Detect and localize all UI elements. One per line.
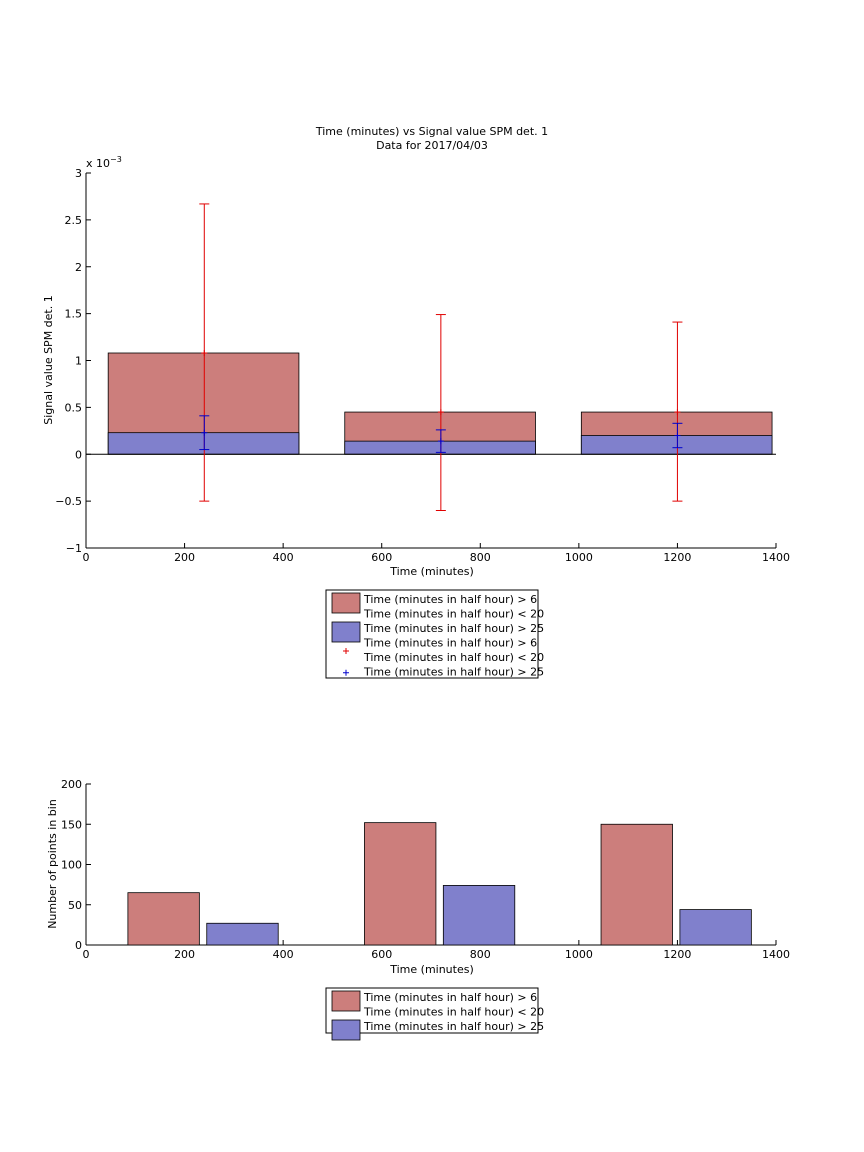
legend-box [325,987,539,1034]
legend-swatch [331,621,361,643]
count-y-axis-label: Number of points in bin [46,799,59,929]
x-tick-label: 800 [470,948,491,961]
bar [107,432,300,455]
legend-label: Time (minutes in half hour) > 25 [363,622,544,635]
y-tick-label: 150 [61,818,82,831]
chart-subtitle: Data for 2017/04/03 [376,139,488,152]
x-tick-label: 1000 [565,551,593,564]
y-tick-label: −0.5 [55,495,82,508]
count-bar [206,922,279,946]
legend-box [325,589,539,679]
y-tick-label: 50 [68,899,82,912]
signal-chart: Time (minutes) vs Signal value SPM det. … [42,125,790,679]
y-tick-label: 0 [75,939,82,952]
y-exponent-label: x 10−3 [86,155,122,170]
x-tick-label: 600 [371,948,392,961]
legend-label: Time (minutes in half hour) < 20 [363,1006,544,1019]
x-tick-label: 200 [174,551,195,564]
legend-label: Time (minutes in half hour) > 25 [363,666,544,679]
legend-swatch [331,990,361,1012]
count-bar [442,885,516,946]
legend-label: Time (minutes in half hour) > 6 [363,991,537,1004]
x-tick-label: 400 [273,948,294,961]
x-tick-label: 1200 [663,948,691,961]
y-tick-label: 2.5 [65,214,83,227]
legend-label: Time (minutes in half hour) < 20 [363,651,544,664]
count-bar [600,823,673,946]
y-tick-label: 1.5 [65,308,83,321]
y-tick-label: 0 [75,448,82,461]
y-tick-label: 100 [61,859,82,872]
count-bar [364,822,437,946]
chart-title: Time (minutes) vs Signal value SPM det. … [315,125,548,138]
x-tick-label: 1400 [762,551,790,564]
y-tick-label: 3 [75,167,82,180]
count-bar [679,909,752,946]
count-legend: Time (minutes in half hour) > 6 Time (min… [325,987,544,1041]
x-tick-label: 1200 [663,551,691,564]
legend-swatch [331,1019,361,1041]
legend-label: Time (minutes in half hour) > 25 [363,1020,544,1033]
y-tick-label: −1 [66,542,82,555]
signal-plot-area: 0 200 400 600 800 1000 1200 1400 −1 −0.5 0 0.5 1 1.5 2… [55,167,790,564]
y-tick-label: 1 [75,355,82,368]
x-tick-label: 0 [83,551,90,564]
x-tick-label: 600 [371,551,392,564]
x-tick-label: 400 [273,551,294,564]
x-tick-label: 200 [174,948,195,961]
x-tick-label: 1400 [762,948,790,961]
count-chart: 0 200 400 600 800 1000 1200 1400 0 50 100 150 200 Ti… [46,778,790,1041]
legend-label: Time (minutes in half hour) > 6 [363,593,537,606]
legend-swatch [331,592,361,614]
x-tick-label: 1000 [565,948,593,961]
y-axis-label: Signal value SPM det. 1 [42,295,55,425]
y-tick-label: 200 [61,778,82,791]
count-x-axis-label: Time (minutes) [389,963,474,976]
y-exponent-power: −3 [110,155,122,164]
x-tick-label: 0 [83,948,90,961]
y-tick-label: 2 [75,261,82,274]
x-tick-label: 800 [470,551,491,564]
y-tick-label: 0.5 [65,401,83,414]
count-bar [127,892,200,946]
bar [580,435,773,455]
legend-label: Time (minutes in half hour) < 20 [363,608,544,621]
legend-label: Time (minutes in half hour) > 6 [363,637,537,650]
x-axis-label: Time (minutes) [389,565,474,578]
count-plot-area: 0 200 400 600 800 1000 1200 1400 0 50 100 150 200 [61,778,790,961]
